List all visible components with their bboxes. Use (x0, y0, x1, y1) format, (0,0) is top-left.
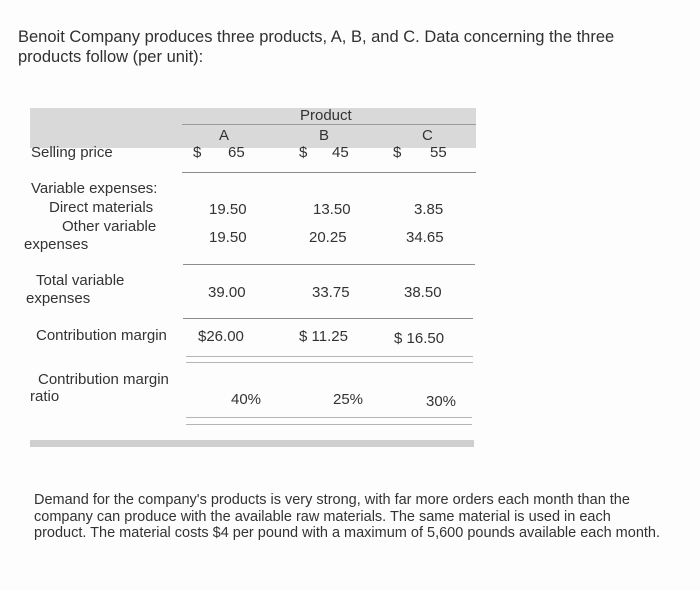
total-variable-a: 39.00 (208, 284, 246, 301)
contribution-margin-b: $ 11.25 (299, 328, 348, 345)
cm-ratio-c: 30% (426, 393, 457, 410)
selling-price-c-currency: $ (393, 144, 402, 161)
problem-intro: Benoit Company produces three products, … (18, 28, 615, 66)
contribution-margin-c: $ 16.50 (394, 330, 445, 347)
row-label-cm-ratio-2: ratio (30, 388, 60, 405)
double-rule-cm-1 (186, 356, 473, 357)
header-divider (182, 124, 476, 125)
selling-price-a-currency: $ (193, 144, 202, 161)
direct-materials-a: 19.50 (209, 201, 247, 218)
cm-ratio-a: 40% (231, 391, 262, 408)
double-rule-ratio-1 (186, 417, 472, 418)
direct-materials-b: 13.50 (313, 201, 351, 218)
other-variable-a: 19.50 (209, 229, 247, 246)
other-variable-c: 34.65 (406, 229, 444, 246)
problem-footer: Demand for the company's products is ver… (34, 492, 661, 541)
total-variable-c: 38.50 (404, 284, 442, 301)
row-label-contribution-margin: Contribution margin (36, 327, 167, 344)
selling-price-b-currency: $ (299, 144, 308, 161)
double-rule-cm-2 (186, 362, 473, 363)
selling-price-a: 65 (228, 144, 245, 161)
rule-after-selling-price (182, 172, 476, 173)
row-label-cm-ratio-1: Contribution margin (38, 371, 169, 388)
double-rule-ratio-2 (186, 424, 472, 425)
row-label-selling-price: Selling price (31, 144, 113, 161)
row-label-total-variable-1: Total variable (36, 272, 125, 289)
selling-price-c: 55 (430, 144, 447, 161)
table-header-band (30, 108, 476, 148)
row-label-total-variable-2: expenses (26, 290, 91, 307)
direct-materials-c: 3.85 (414, 201, 444, 218)
column-header-c: C (422, 127, 433, 144)
contribution-margin-a: $26.00 (198, 328, 244, 345)
other-variable-b: 20.25 (309, 229, 347, 246)
selling-price-b: 45 (332, 144, 349, 161)
rule-after-variable-expenses (183, 264, 475, 265)
cm-ratio-b: 25% (333, 391, 364, 408)
product-group-header: Product (300, 107, 352, 124)
table-bottom-band (30, 440, 474, 447)
row-label-other-variable-1: Other variable (62, 218, 157, 235)
row-label-other-variable-2: expenses (24, 236, 89, 253)
column-header-a: A (219, 127, 230, 144)
total-variable-b: 33.75 (312, 284, 350, 301)
variable-expenses-header: Variable expenses: (31, 180, 158, 197)
rule-after-total-variable (183, 318, 473, 319)
column-header-b: B (319, 127, 330, 144)
row-label-direct-materials: Direct materials (49, 199, 154, 216)
